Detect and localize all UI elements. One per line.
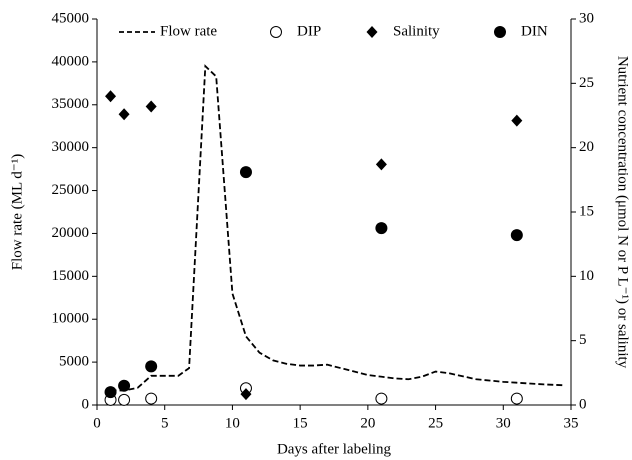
- flow-line: [110, 64, 565, 392]
- data-point: [511, 114, 523, 127]
- y-tick-label: 45000: [52, 10, 90, 26]
- x-tick-label: 10: [225, 415, 240, 431]
- data-point: [104, 386, 117, 399]
- y-tick-label: 30000: [52, 139, 90, 155]
- x-tick-label: 5: [161, 415, 169, 431]
- y2-tick-label: 30: [579, 10, 594, 26]
- y2-tick-label: 25: [579, 75, 594, 91]
- legend-label: Salinity: [393, 23, 440, 39]
- data-point: [145, 100, 157, 113]
- legend-marker: [270, 26, 282, 38]
- y-tick-label: 5000: [59, 354, 89, 370]
- y-tick-label: 0: [82, 396, 90, 412]
- data-point: [240, 388, 252, 401]
- x-tick-label: 0: [93, 415, 101, 431]
- data-point: [118, 379, 131, 392]
- legend-marker: [494, 26, 506, 38]
- y-tick-label: 40000: [52, 53, 90, 69]
- data-point: [510, 392, 523, 405]
- y2-tick-label: 15: [579, 203, 594, 219]
- data-point: [145, 360, 158, 373]
- data-point: [510, 229, 523, 242]
- data-point: [375, 392, 388, 405]
- legend-label: Flow rate: [160, 23, 217, 39]
- data-point: [105, 90, 117, 103]
- x-tick-label: 30: [496, 415, 511, 431]
- data-point: [118, 108, 130, 121]
- y2-axis-label: Nutrient concentration (μmol N or P L⁻¹)…: [615, 56, 631, 369]
- y2-tick-label: 0: [579, 396, 587, 412]
- y-tick-label: 10000: [52, 311, 90, 327]
- legend-label: DIN: [521, 23, 548, 39]
- x-axis-label: Days after labeling: [277, 441, 392, 457]
- legend-label: DIP: [297, 23, 321, 39]
- x-tick-label: 20: [360, 415, 375, 431]
- data-point: [118, 393, 131, 406]
- y-tick-label: 25000: [52, 182, 90, 198]
- x-tick-label: 25: [428, 415, 443, 431]
- x-tick-label: 15: [293, 415, 308, 431]
- y-tick-label: 35000: [52, 96, 90, 112]
- legend-marker: [366, 26, 378, 38]
- y-tick-label: 20000: [52, 225, 90, 241]
- y-tick-label: 15000: [52, 268, 90, 284]
- y-axis-label: Flow rate (ML d⁻¹): [9, 154, 25, 270]
- data-point: [145, 392, 158, 405]
- data-point: [239, 166, 252, 179]
- data-point: [375, 222, 388, 235]
- y2-tick-label: 10: [579, 268, 594, 284]
- x-tick-label: 35: [564, 415, 579, 431]
- y2-tick-label: 20: [579, 139, 594, 155]
- data-point: [375, 158, 387, 171]
- y2-tick-label: 5: [579, 332, 587, 348]
